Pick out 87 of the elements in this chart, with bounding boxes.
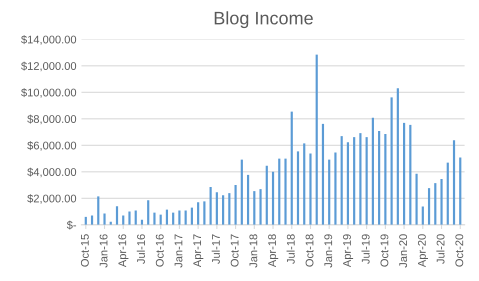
bar [234, 185, 237, 225]
bar [153, 212, 156, 225]
bar [178, 210, 181, 225]
x-tick-label: Apr-18 [268, 234, 278, 268]
x-tick-label: Jan-18 [249, 234, 258, 268]
x-tick-label: Apr-17 [193, 234, 204, 268]
y-tick-label: $- [66, 220, 76, 230]
bar [278, 158, 280, 225]
bar [452, 140, 456, 225]
bar [203, 201, 206, 225]
bar [290, 112, 293, 225]
bar [334, 152, 337, 225]
bar [190, 208, 193, 225]
bar [316, 54, 318, 225]
x-tick-label: Jul-16 [136, 234, 145, 264]
bar [253, 191, 256, 225]
bar [284, 158, 287, 225]
x-tick-label: Apr-16 [118, 234, 128, 268]
x-tick-label: Oct-17 [230, 234, 239, 267]
bar [216, 192, 218, 225]
bar [122, 216, 124, 225]
x-tick-label: Oct-20 [455, 234, 464, 267]
y-tick-label: $2,000.00 [27, 194, 76, 204]
x-tick-label: Jan-19 [324, 234, 332, 268]
y-tick-label: $12,000.00 [21, 62, 76, 72]
bar [172, 212, 174, 225]
bar [210, 187, 212, 225]
y-tick-label: $6,000.00 [27, 141, 76, 151]
bar [390, 97, 393, 225]
x-tick-label: Jul-19 [361, 234, 370, 264]
bar [434, 183, 436, 225]
bar [309, 154, 312, 225]
x-tick-label: Apr-20 [418, 234, 428, 268]
bar [359, 133, 362, 225]
x-tick-label: Jan-17 [174, 234, 182, 268]
bar [403, 122, 406, 225]
bar [353, 137, 356, 225]
bar [134, 210, 137, 225]
x-tick-label: Oct-15 [80, 234, 89, 267]
bar [103, 214, 106, 225]
bar [184, 210, 187, 225]
bar [228, 193, 230, 225]
bar [166, 210, 168, 225]
bar [328, 160, 330, 225]
bar [366, 137, 368, 225]
bar [259, 189, 262, 225]
x-tick-label: Jan-20 [399, 234, 408, 268]
bar [222, 195, 224, 225]
bar [422, 206, 424, 225]
y-tick-label: $8,000.00 [27, 114, 76, 124]
bar [384, 134, 386, 225]
bar [147, 200, 150, 225]
bar [409, 124, 412, 225]
bar [296, 151, 300, 225]
bar [110, 222, 112, 225]
chart-title: Blog Income [214, 11, 313, 28]
x-tick-label: Jul-17 [212, 234, 220, 264]
bar [266, 166, 268, 225]
x-tick-label: Apr-19 [343, 234, 354, 268]
bar [84, 216, 87, 225]
bar [372, 118, 374, 225]
bar [378, 131, 380, 225]
bar [272, 172, 274, 225]
bar [396, 88, 399, 225]
bar [446, 162, 449, 225]
bar [415, 174, 418, 225]
bar [340, 136, 343, 225]
bar [428, 188, 430, 225]
x-tick-label: Oct-16 [156, 234, 164, 267]
y-tick-label: $14,000.00 [21, 35, 76, 45]
x-tick-label: Jul-18 [286, 234, 295, 264]
bar [346, 142, 350, 225]
x-tick-label: Oct-18 [306, 234, 314, 267]
bar [459, 158, 462, 225]
bar [303, 143, 306, 225]
y-tick-label: $10,000.00 [21, 88, 76, 98]
y-tick-label: $4,000.00 [27, 168, 76, 178]
bar [160, 214, 162, 225]
bar [240, 160, 243, 225]
bar [322, 124, 324, 225]
x-tick-label: Jan-16 [100, 234, 108, 268]
bar [128, 212, 131, 225]
bar [440, 178, 443, 225]
bar [97, 196, 100, 225]
x-tick-label: Oct-19 [380, 234, 388, 267]
bar [246, 174, 250, 225]
x-tick-label: Jul-20 [436, 234, 445, 264]
